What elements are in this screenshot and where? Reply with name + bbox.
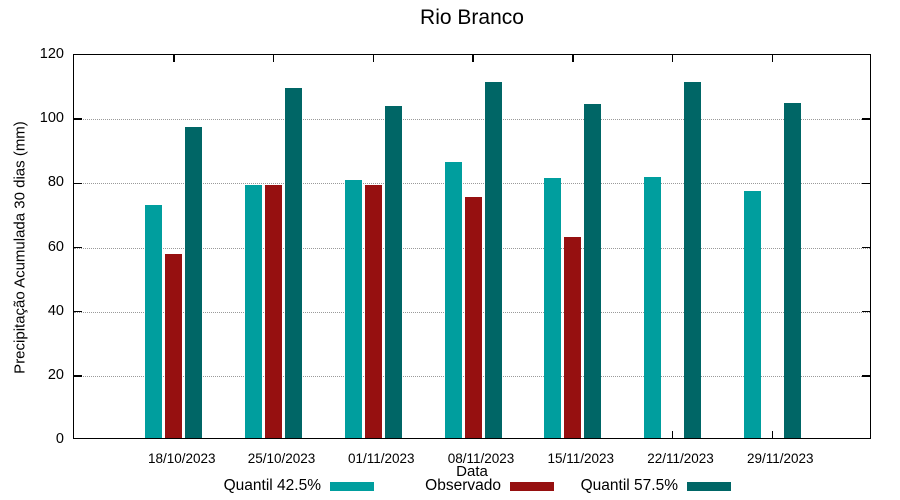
legend-swatch-teal [330,481,374,491]
x-axis-tick [572,55,574,62]
y-axis-tick [862,375,870,377]
bar-observado [364,184,382,438]
y-tick-label: 0 [55,431,64,447]
gridline [74,183,870,185]
y-axis-tick [862,182,870,185]
legend-item-quantil-57-5: Quantil 57.5% [581,477,731,495]
bar-observado [265,184,282,438]
chart-title: Rio Branco [420,6,524,29]
legend-swatch-dark-red [510,481,554,491]
x-tick-label: 25/10/2023 [247,451,316,466]
bar-quantil-57-5- [783,102,801,438]
x-tick-label: 29/11/2023 [746,451,814,466]
y-axis-tick [862,118,870,120]
y-tick-label: 120 [39,46,64,62]
x-tick-label: 01/11/2023 [347,451,415,466]
y-axis-tick [862,310,870,313]
x-tick-label: 18/10/2023 [147,451,216,466]
y-tick-label: 20 [47,366,64,383]
y-axis-tick [74,246,82,249]
y-axis-tick [862,246,870,249]
bar-quantil-42-5- [145,205,163,438]
y-tick-label: 80 [47,174,64,191]
bar-quantil-42-5- [544,178,562,438]
x-axis-label: Data [456,463,488,480]
bar-quantil-57-5- [384,105,402,438]
legend-label: Observado [425,477,501,494]
y-tick-label: 40 [47,302,64,319]
y-axis-tick [74,375,82,377]
x-tick-label: 15/11/2023 [547,451,615,466]
y-tick-label: 100 [39,110,64,127]
bar-quantil-57-5- [484,81,502,438]
x-tick-label: 08/11/2023 [447,451,515,466]
y-axis-tick [74,118,82,120]
bar-quantil-42-5- [444,162,462,438]
bar-observado [564,237,582,438]
x-axis-tick [372,55,374,62]
bar-observado [165,253,183,438]
x-axis-tick [671,431,674,438]
y-axis-tick [74,182,82,185]
plot-area [73,54,871,439]
bar-quantil-57-5- [584,104,602,438]
bar-quantil-57-5- [285,88,302,438]
x-axis-tick [173,55,175,62]
y-axis-tick [74,310,82,313]
x-axis-tick [472,55,474,62]
legend-label: Quantil 57.5% [580,477,678,494]
x-axis-tick [272,55,275,62]
x-axis-tick [671,55,674,62]
legend-item-quantil-42-5: Quantil 42.5% [224,477,374,495]
x-axis-tick [771,55,773,62]
gridline [74,119,870,121]
bar-quantil-42-5- [743,190,761,438]
bar-quantil-42-5- [644,176,661,438]
legend-swatch-dark-teal [687,481,731,491]
x-axis-tick [771,431,773,438]
bar-observado [464,197,482,438]
bar-quantil-57-5- [185,126,203,438]
bar-quantil-42-5- [344,179,362,438]
legend-label: Quantil 42.5% [223,477,321,494]
bar-quantil-57-5- [684,81,701,438]
x-tick-label: 22/11/2023 [647,451,714,466]
bar-quantil-42-5- [245,184,262,438]
y-tick-label: 60 [47,238,64,255]
legend-item-observado: Observado [425,477,554,495]
